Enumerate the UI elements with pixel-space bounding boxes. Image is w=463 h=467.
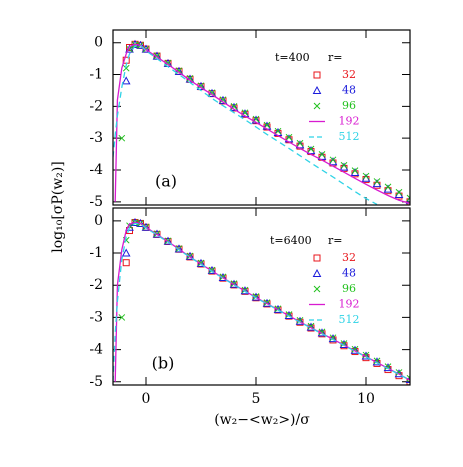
marker-cross — [351, 167, 359, 174]
marker-triangle — [312, 85, 322, 94]
x-tick-label: 0 — [142, 391, 151, 407]
curve — [113, 45, 378, 205]
y-tick-label: -1 — [89, 67, 103, 83]
y-tick-label: -2 — [89, 98, 103, 114]
plot-frame — [112, 207, 411, 386]
marker-cross — [197, 82, 205, 90]
marker-cross — [285, 133, 293, 141]
marker-square — [307, 324, 315, 332]
y-tick-label: -4 — [89, 342, 103, 358]
marker-cross — [313, 102, 321, 110]
y-tick-label: -1 — [89, 245, 103, 261]
legend-label: 96 — [342, 99, 356, 112]
legend-label: 192 — [339, 298, 360, 311]
annotation: t=6400 — [270, 234, 312, 247]
legend-label: 32 — [342, 68, 356, 81]
marker-cross — [318, 151, 326, 158]
marker-cross — [208, 89, 216, 97]
marker-square — [241, 287, 249, 295]
marker-cross — [313, 285, 321, 293]
y-tick-label: -2 — [89, 277, 103, 293]
marker-cross — [384, 183, 392, 191]
y-tick-label: -3 — [89, 309, 103, 325]
marker-cross — [274, 127, 282, 135]
marker-triangle — [121, 248, 131, 257]
marker-cross — [186, 75, 194, 82]
y-tick-label: -3 — [89, 130, 103, 146]
y-tick-label: -5 — [89, 194, 103, 210]
marker-cross — [219, 96, 227, 104]
marker-triangle — [312, 268, 322, 277]
marker-square — [219, 274, 227, 282]
marker-square — [313, 254, 321, 262]
marker-cross — [406, 374, 410, 382]
legend-label: 512 — [339, 313, 360, 326]
legend-label: 512 — [339, 130, 360, 143]
panel-label: (a) — [155, 172, 177, 191]
x-tick-label: 10 — [357, 391, 375, 407]
marker-square — [252, 294, 260, 302]
marker-square — [313, 71, 321, 79]
marker-square — [122, 259, 130, 267]
legend-label: 48 — [342, 84, 356, 97]
curve — [113, 222, 410, 382]
y-tick-label: 0 — [94, 213, 103, 229]
legend-title: r= — [328, 234, 342, 247]
x-axis-label: (w₂−<w₂>)/σ — [214, 412, 310, 428]
marker-cross — [118, 314, 126, 321]
marker-triangle — [240, 109, 250, 118]
marker-cross — [118, 134, 126, 142]
marker-square — [274, 306, 282, 314]
legend-label: 48 — [342, 267, 356, 280]
legend-label: 96 — [342, 282, 356, 295]
marker-cross — [373, 178, 381, 185]
y-tick-label: -4 — [89, 162, 103, 178]
y-tick-label: 0 — [94, 35, 103, 51]
marker-cross — [340, 161, 348, 169]
marker-cross — [307, 145, 315, 153]
marker-triangle — [121, 76, 131, 85]
annotation: t=400 — [275, 51, 310, 64]
x-tick-label: 5 — [252, 391, 261, 407]
marker-square — [186, 253, 194, 261]
marker-square — [219, 97, 227, 105]
marker-triangle — [229, 102, 239, 111]
marker-cross — [395, 188, 403, 196]
marker-square — [197, 260, 205, 268]
plot-frame — [112, 29, 411, 206]
legend-label: 32 — [342, 251, 356, 264]
marker-square — [230, 281, 238, 289]
marker-cross — [395, 369, 403, 376]
marker-square — [208, 267, 216, 275]
y-tick-label: -5 — [89, 374, 103, 390]
legend-label: 192 — [339, 115, 360, 128]
marker-cross — [296, 139, 304, 147]
marker-square — [296, 318, 304, 326]
marker-cross — [329, 156, 337, 164]
curve — [114, 43, 410, 205]
marker-square — [285, 312, 293, 320]
marker-square — [318, 330, 326, 338]
marker-cross — [406, 194, 410, 202]
y-axis-label: log₁₀[σP(w₂)] — [50, 161, 66, 253]
marker-square — [263, 300, 271, 308]
panel-label: (b) — [152, 354, 175, 373]
legend-title: r= — [328, 51, 342, 64]
marker-cross — [362, 172, 370, 180]
